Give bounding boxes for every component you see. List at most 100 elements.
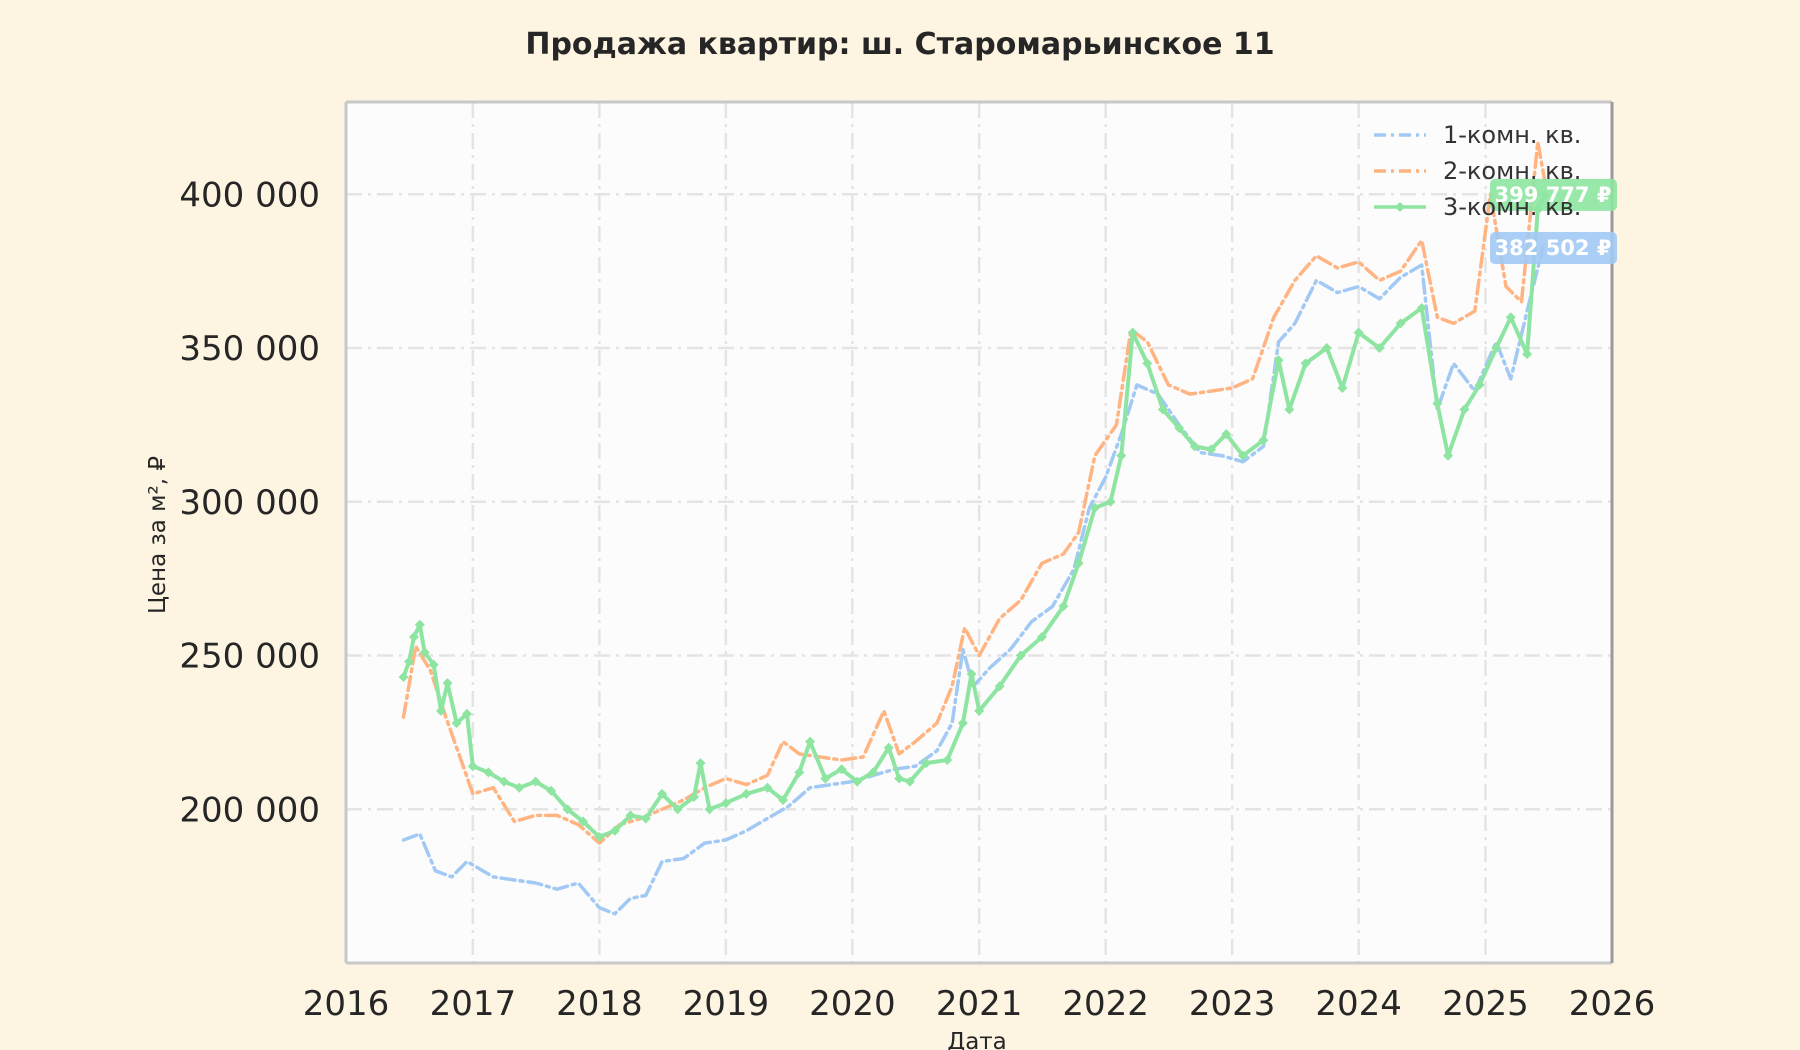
x-tick-label: 2016: [303, 984, 390, 1024]
data-point: [778, 795, 789, 806]
last-value-badge-3: 399 777 ₽: [1490, 178, 1617, 211]
data-point: [578, 816, 589, 827]
data-point: [530, 776, 541, 787]
legend-item-3: 3-комн. кв.: [1374, 193, 1581, 221]
data-point: [442, 678, 453, 689]
data-point: [562, 804, 573, 815]
data-point: [1089, 502, 1100, 513]
data-point: [1073, 558, 1084, 569]
data-point: [1273, 355, 1284, 366]
data-point: [1505, 312, 1516, 323]
data-point: [688, 791, 699, 802]
y-tick-label: 250 000: [179, 637, 320, 677]
data-point: [1395, 318, 1406, 329]
data-point: [1474, 379, 1485, 390]
data-point: [1443, 450, 1454, 461]
data-point: [1321, 343, 1332, 353]
data-point: [451, 718, 462, 729]
data-point: [1300, 358, 1311, 369]
badge-text: 382 502 ₽: [1495, 236, 1612, 260]
data-point: [483, 767, 494, 778]
badge-box: [1490, 178, 1617, 211]
data-point: [1416, 303, 1427, 314]
data-point: [957, 718, 968, 729]
legend-item-1: 1-комн. кв.: [1374, 121, 1581, 149]
data-point: [1189, 441, 1200, 452]
x-tick-label: 2018: [556, 984, 643, 1024]
legend-marker: [1395, 202, 1405, 212]
data-point: [461, 708, 472, 719]
legend-label: 2-комн. кв.: [1443, 157, 1581, 185]
data-point: [428, 659, 439, 670]
series-2: [401, 140, 1547, 845]
data-point: [546, 785, 557, 796]
data-point: [1127, 327, 1138, 338]
data-point: [805, 736, 816, 747]
data-point: [921, 758, 932, 769]
data-point: [514, 782, 525, 793]
data-point: [868, 767, 879, 778]
data-point: [894, 773, 905, 784]
x-tick-label: 2025: [1442, 984, 1529, 1024]
data-point: [1337, 382, 1348, 393]
data-point: [966, 668, 977, 679]
data-point: [404, 656, 415, 667]
data-point: [1116, 450, 1127, 461]
data-point: [820, 773, 831, 784]
data-point: [1522, 349, 1533, 360]
data-point: [1459, 404, 1470, 415]
data-point: [883, 742, 894, 753]
data-point: [704, 804, 715, 815]
x-tick-label: 2020: [809, 984, 896, 1024]
legend: 1-комн. кв. 2-комн. кв. 3-комн. кв.: [1374, 121, 1581, 221]
legend-item-2: 2-комн. кв.: [1374, 157, 1581, 185]
data-point: [594, 831, 605, 842]
data-point: [720, 798, 731, 809]
data-point: [1142, 358, 1153, 369]
data-point: [1206, 444, 1217, 455]
x-tick-label: 2026: [1569, 984, 1656, 1024]
data-point: [1258, 435, 1269, 446]
data-point: [625, 810, 636, 821]
data-point: [408, 632, 419, 643]
plot-group: 2016 2017 2018 2019 2020 2021 2022 2023 2024 2025…: [179, 100, 1656, 1024]
data-point: [1058, 601, 1069, 612]
data-point: [836, 764, 847, 775]
data-point: [1432, 398, 1443, 409]
data-point: [762, 782, 773, 793]
badge-box: [1490, 232, 1617, 265]
data-point: [1284, 404, 1295, 415]
data-point: [1374, 343, 1385, 353]
data-point: [419, 647, 430, 658]
data-point: [942, 755, 953, 766]
data-point: [1157, 404, 1168, 415]
data-point: [672, 804, 683, 815]
data-point: [1015, 650, 1026, 661]
x-tick-label: 2022: [1062, 984, 1149, 1024]
data-point: [1221, 429, 1232, 440]
y-tick-label: 300 000: [179, 483, 320, 523]
data-point: [1174, 422, 1185, 433]
x-tick-label: 2024: [1315, 984, 1402, 1024]
data-point: [414, 619, 425, 630]
data-point: [852, 776, 863, 787]
data-point: [640, 813, 651, 824]
data-point: [904, 776, 915, 787]
chart-title: Продажа квартир: ш. Старомарьинское 11: [525, 27, 1274, 62]
data-point: [695, 758, 706, 769]
x-tick-label: 2019: [683, 984, 770, 1024]
x-tick-label: 2017: [430, 984, 517, 1024]
data-point: [609, 825, 620, 836]
data-point: [1105, 496, 1116, 507]
data-point: [994, 681, 1005, 692]
legend-label: 1-комн. кв.: [1443, 121, 1581, 149]
data-point: [1036, 632, 1047, 643]
data-point: [794, 767, 805, 778]
legend-label: 3-комн. кв.: [1443, 193, 1581, 221]
data-point: [1491, 343, 1502, 353]
data-point: [467, 761, 478, 772]
badge-text: 399 777 ₽: [1495, 183, 1612, 207]
data-point: [1237, 450, 1248, 461]
